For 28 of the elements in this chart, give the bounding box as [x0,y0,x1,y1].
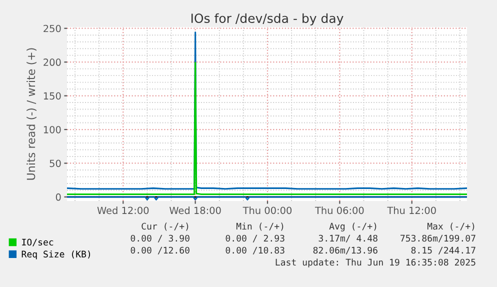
text: Max (-/+) [427,222,474,231]
x-tick-label: Thu 00:00 [242,206,292,214]
y-tick-label: 0 [56,193,61,201]
legend-label: IO/sec [22,238,54,246]
x-tick-label: Wed 18:00 [169,206,221,214]
text: Last update: Thu Jun 19 16:35:08 2025 [276,258,476,268]
x-tick-label: Thu 12:00 [387,206,436,214]
x-tick-label: Thu 06:00 [314,206,364,214]
y-tick-label: 200 [44,58,61,66]
y-axis-title: Units read (-) / write (+) [26,48,36,180]
text: 3.17m/ 4.48 [318,234,378,242]
y-tick-label: 50 [50,160,61,168]
y-tick-label: 250 [44,24,61,32]
text: Avg (-/+) [329,222,376,232]
text: 0.00 / 2.93 [226,234,284,242]
text: 0.00 / 3.90 [130,234,190,242]
text: Cur (-/+) [142,222,188,231]
text: 0.00 /12.60 [130,246,190,254]
x-tick-label: Wed 12:00 [97,206,149,214]
text: 753.86m/199.07 [400,234,476,242]
text: Min (-/+) [236,222,284,231]
chart-title: IOs for /dev/sda - by day [191,13,344,26]
text: 8.15 /244.17 [411,246,476,254]
legend-label: Req Size (KB) [22,250,90,260]
y-tick-label: 100 [44,126,61,134]
text: 82.06m/13.96 [313,246,378,254]
y-tick-label: 150 [44,92,61,100]
text: 0.00 /10.83 [226,246,284,254]
